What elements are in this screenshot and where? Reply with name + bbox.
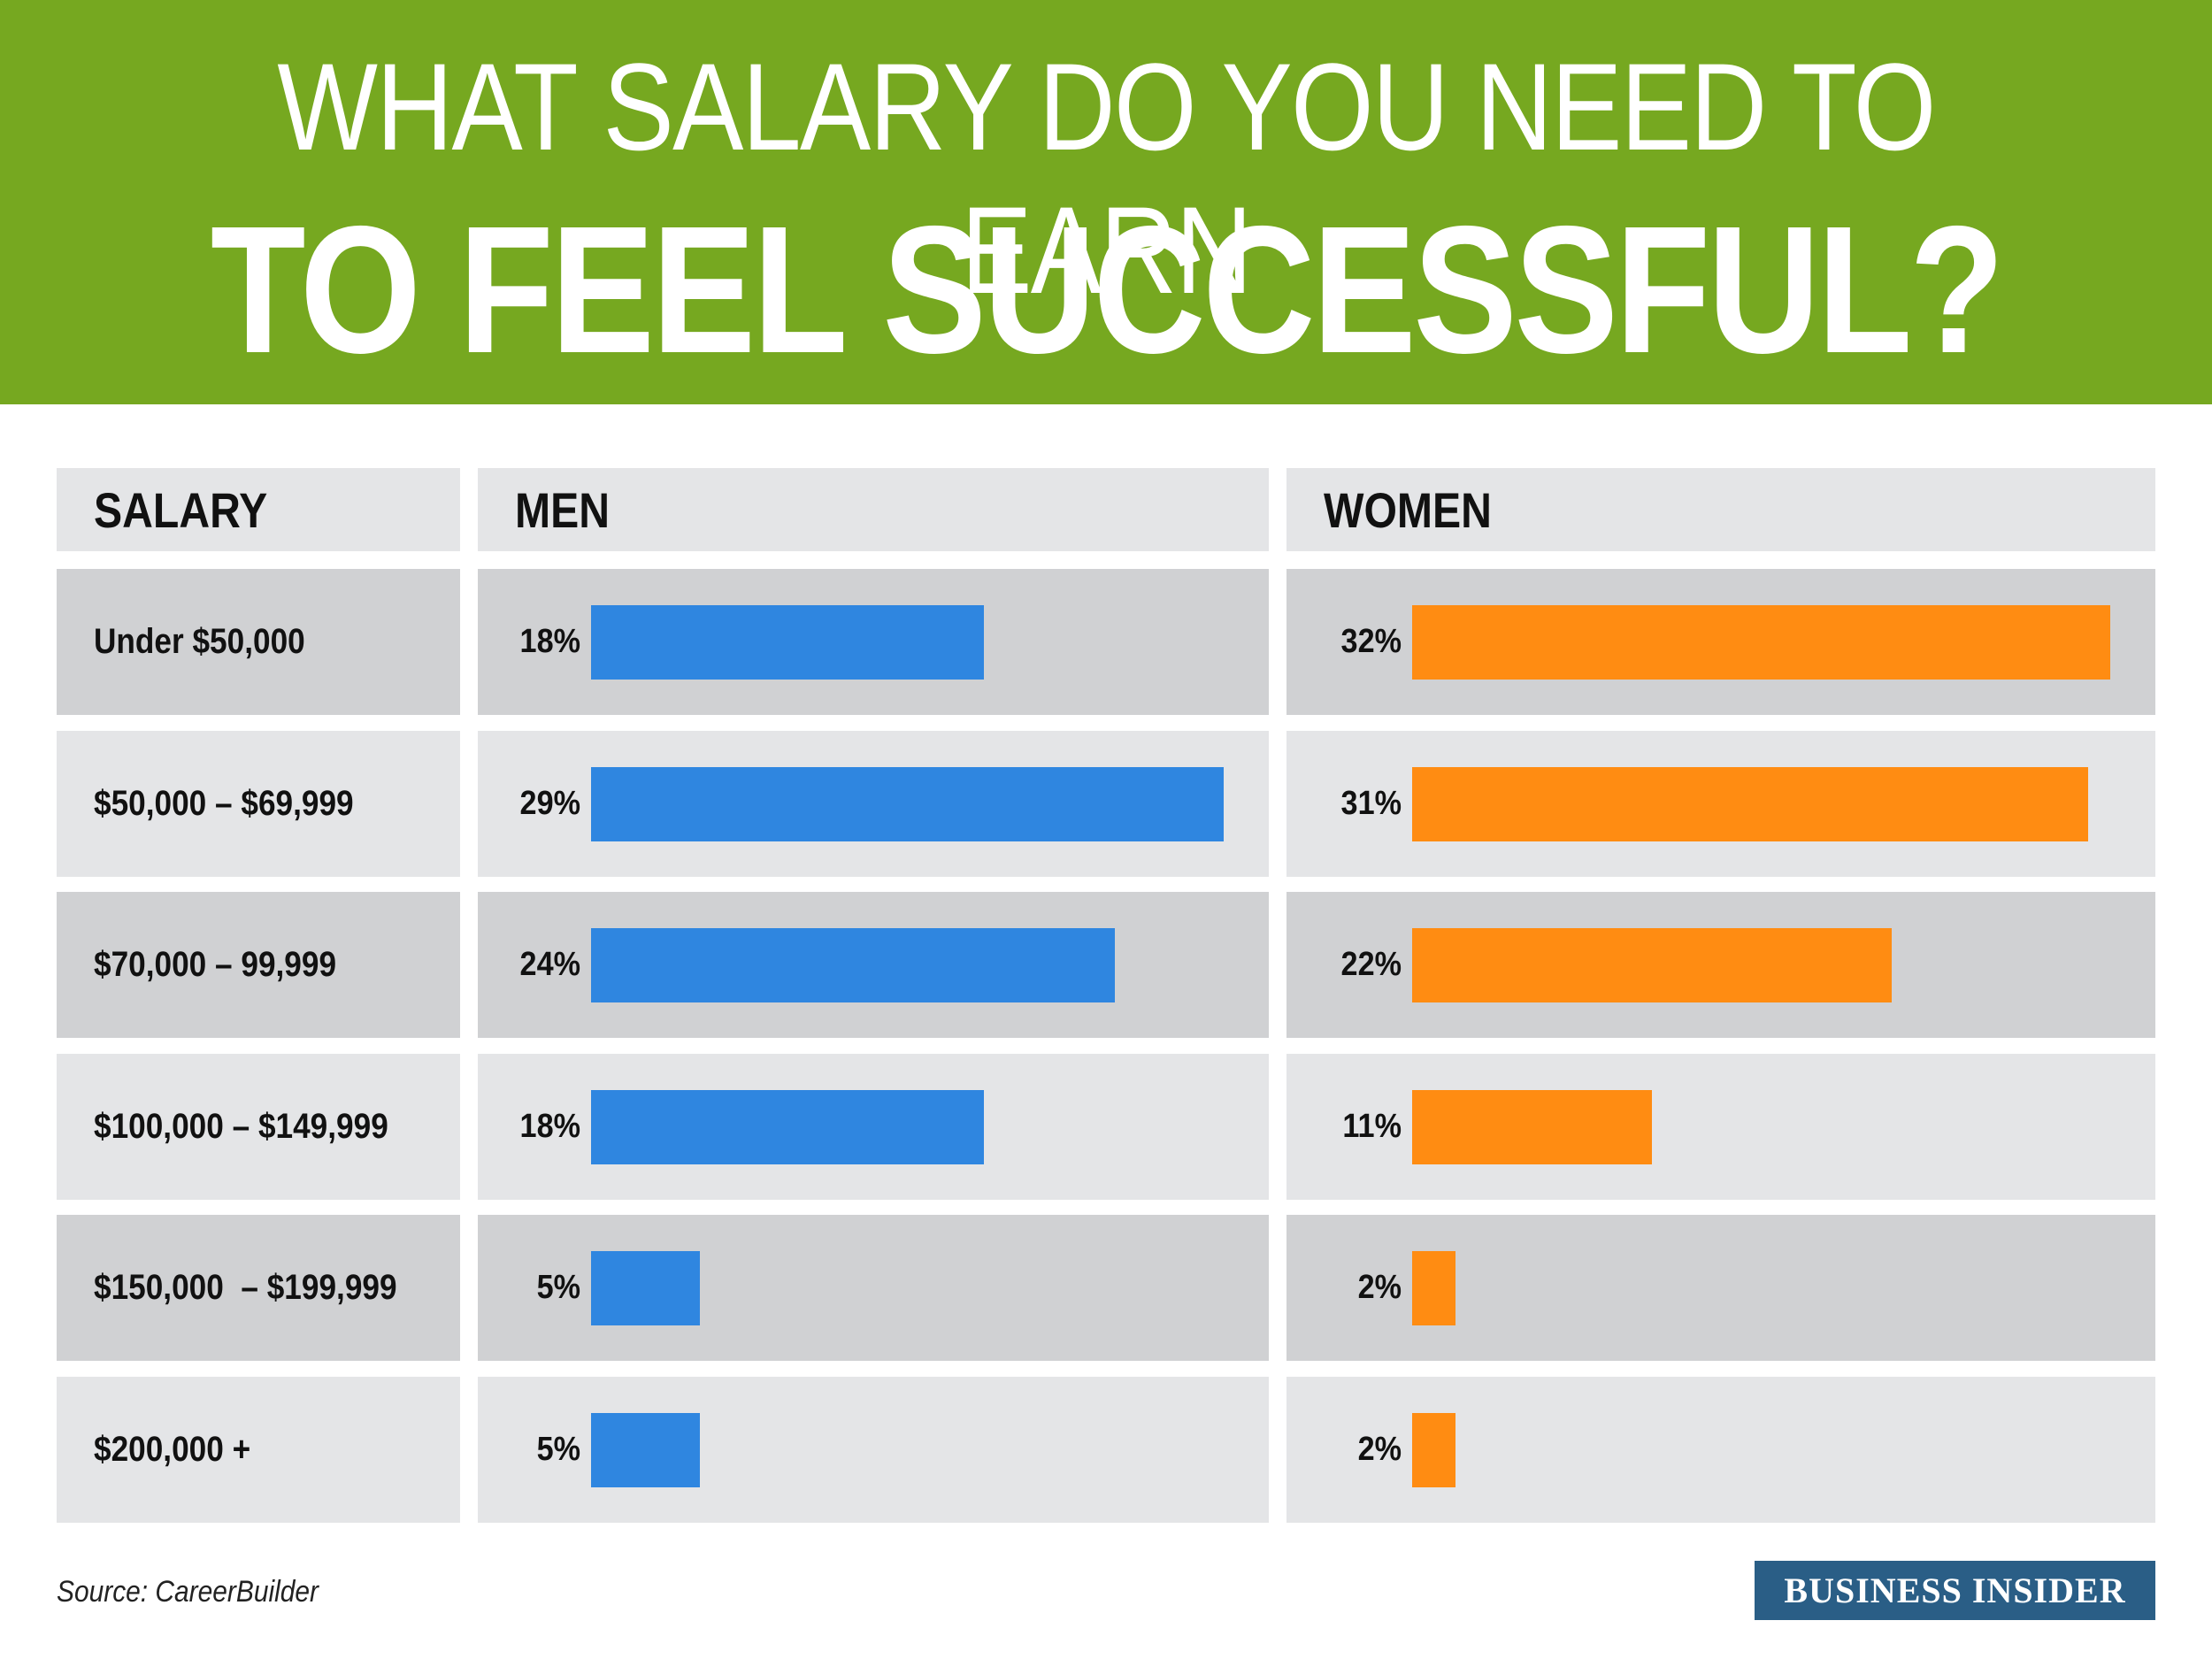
- men-cell: 18%: [478, 1054, 1269, 1200]
- column-header-salary: SALARY: [57, 468, 460, 551]
- column-header-women-label: WOMEN: [1324, 481, 1492, 538]
- women-cell: 2%: [1286, 1377, 2155, 1523]
- brand-logo: BUSINESS INSIDER: [1755, 1561, 2155, 1620]
- column-header-women: WOMEN: [1286, 468, 2155, 551]
- title-line-1: WHAT SALARY DO YOU NEED TO EARN: [277, 37, 1936, 319]
- men-value-label: 5%: [536, 1431, 580, 1468]
- men-bar: [591, 1090, 984, 1164]
- men-value-label: 18%: [519, 1108, 580, 1145]
- women-cell: 32%: [1286, 569, 2155, 715]
- women-bar: [1412, 605, 2110, 680]
- category-label: $200,000 +: [94, 1430, 251, 1469]
- category-label: $50,000 – $69,999: [94, 784, 354, 823]
- source-note: Source: CareerBuilder: [57, 1575, 319, 1609]
- men-cell: 5%: [478, 1377, 1269, 1523]
- men-bar: [591, 767, 1224, 841]
- women-cell: 22%: [1286, 892, 2155, 1038]
- salary-cell: $150,000 – $199,999: [57, 1215, 460, 1361]
- women-value-label: 22%: [1340, 946, 1402, 983]
- women-value-label: 2%: [1357, 1431, 1402, 1468]
- salary-cell: $70,000 – 99,999: [57, 892, 460, 1038]
- title-line-2: TO FEEL SUCCESSFUL?: [210, 188, 2005, 391]
- category-label: $70,000 – 99,999: [94, 945, 337, 984]
- women-value-label: 2%: [1357, 1269, 1402, 1306]
- men-cell: 18%: [478, 569, 1269, 715]
- men-bar: [591, 928, 1115, 1002]
- women-value-label: 11%: [1342, 1108, 1402, 1145]
- category-label: Under $50,000: [94, 622, 305, 661]
- men-cell: 5%: [478, 1215, 1269, 1361]
- men-bar: [591, 1413, 700, 1487]
- women-value-label: 31%: [1340, 785, 1402, 822]
- salary-cell: $50,000 – $69,999: [57, 731, 460, 877]
- men-bar: [591, 1251, 700, 1325]
- column-header-men: MEN: [478, 468, 1269, 551]
- category-label: $100,000 – $149,999: [94, 1107, 388, 1146]
- women-value-label: 32%: [1340, 623, 1402, 660]
- men-value-label: 29%: [519, 785, 580, 822]
- salary-cell: $200,000 +: [57, 1377, 460, 1523]
- salary-cell: Under $50,000: [57, 569, 460, 715]
- title-banner: WHAT SALARY DO YOU NEED TO EARN TO FEEL …: [0, 0, 2212, 404]
- men-value-label: 18%: [519, 623, 580, 660]
- women-cell: 11%: [1286, 1054, 2155, 1200]
- women-cell: 2%: [1286, 1215, 2155, 1361]
- column-header-salary-label: SALARY: [94, 481, 268, 538]
- column-header-men-label: MEN: [515, 481, 611, 538]
- salary-cell: $100,000 – $149,999: [57, 1054, 460, 1200]
- men-bar: [591, 605, 984, 680]
- men-cell: 24%: [478, 892, 1269, 1038]
- women-bar: [1412, 767, 2088, 841]
- category-label: $150,000 – $199,999: [94, 1268, 397, 1307]
- women-cell: 31%: [1286, 731, 2155, 877]
- women-bar: [1412, 1090, 1652, 1164]
- women-bar: [1412, 928, 1892, 1002]
- women-bar: [1412, 1413, 1455, 1487]
- men-value-label: 5%: [536, 1269, 580, 1306]
- men-value-label: 24%: [519, 946, 580, 983]
- women-bar: [1412, 1251, 1455, 1325]
- men-cell: 29%: [478, 731, 1269, 877]
